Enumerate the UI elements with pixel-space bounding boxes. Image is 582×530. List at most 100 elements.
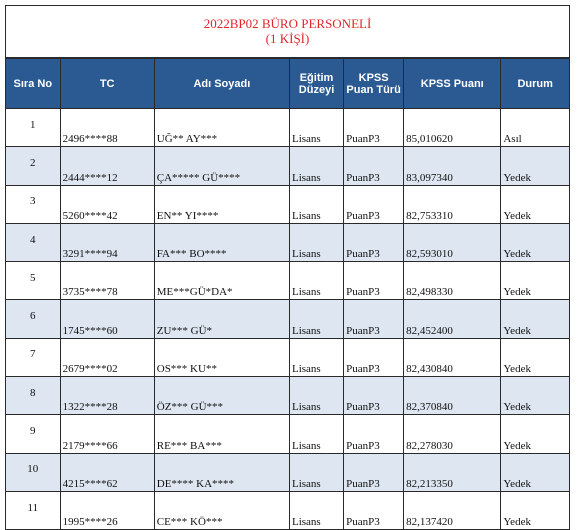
cell-tc: 2679****02 bbox=[59, 337, 155, 378]
cell-sira-no: 8 bbox=[6, 376, 61, 416]
cell-durum: Yedek bbox=[500, 337, 569, 378]
table-row: 1 2496****88 UĞ** AY*** Lisans PuanP3 85,0106… bbox=[6, 107, 569, 148]
header-egitim-duzeyi: Eğitim Düzeyi bbox=[288, 58, 345, 109]
header-sira-no: Sıra No bbox=[6, 58, 61, 109]
cell-kpss-puani: 82,753310 bbox=[403, 184, 502, 224]
table-row: 11 1995****26 CE*** KÖ*** Lisans PuanP3 82,13… bbox=[6, 490, 569, 530]
cell-tc: 1995****26 bbox=[59, 490, 155, 530]
cell-kpss-puani: 82,430840 bbox=[403, 337, 502, 378]
cell-kpss-puan-turu: PuanP3 bbox=[343, 452, 405, 492]
header-row: Sıra No TC Adı Soyadı Eğitim Düzeyi KPSS… bbox=[6, 58, 569, 109]
cell-tc: 4215****62 bbox=[59, 452, 155, 492]
cell-egitim-duzeyi: Lisans bbox=[288, 490, 345, 530]
cell-tc: 1322****28 bbox=[59, 376, 155, 416]
cell-adi-soyadi: DE**** KA**** bbox=[153, 452, 290, 492]
cell-adi-soyadi: ÖZ*** GÜ*** bbox=[153, 376, 290, 416]
title-line-2: (1 KİŞİ) bbox=[265, 31, 310, 46]
cell-durum: Yedek bbox=[500, 261, 569, 301]
cell-durum: Yedek bbox=[500, 146, 569, 186]
cell-sira-no: 10 bbox=[6, 452, 61, 492]
cell-kpss-puan-turu: PuanP3 bbox=[343, 261, 405, 301]
cell-kpss-puan-turu: PuanP3 bbox=[343, 414, 405, 454]
table-row: 9 2179****66 RE*** BA*** Lisans PuanP3 82,278… bbox=[6, 414, 569, 454]
table-row: 4 3291****94 FA*** BO**** Lisans PuanP3 82,59… bbox=[6, 222, 569, 263]
cell-tc: 2496****88 bbox=[59, 107, 155, 148]
document-title: 2022BP02 BÜRO PERSONELİ (1 KİŞİ) bbox=[6, 6, 569, 58]
cell-tc: 3735****78 bbox=[59, 261, 155, 301]
cell-kpss-puani: 82,593010 bbox=[403, 222, 502, 263]
cell-kpss-puani: 82,370840 bbox=[403, 376, 502, 416]
personnel-list-document: 2022BP02 BÜRO PERSONELİ (1 KİŞİ) Sıra No… bbox=[5, 5, 570, 530]
header-kpss-puani: KPSS Puanı bbox=[403, 58, 502, 109]
header-kpss-puan-turu: KPSS Puan Türü bbox=[343, 58, 405, 109]
cell-adi-soyadi: OS*** KU** bbox=[153, 337, 290, 378]
table-row: 6 1745****60 ZU*** GÜ* Lisans PuanP3 82,45240… bbox=[6, 299, 569, 339]
cell-sira-no: 6 bbox=[6, 299, 61, 339]
cell-egitim-duzeyi: Lisans bbox=[288, 184, 345, 224]
table-row: 3 5260****42 EN** YI**** Lisans PuanP3 82,753… bbox=[6, 184, 569, 224]
cell-kpss-puan-turu: PuanP3 bbox=[343, 299, 405, 339]
cell-sira-no: 3 bbox=[6, 184, 61, 224]
header-durum: Durum bbox=[500, 58, 569, 109]
cell-adi-soyadi: ZU*** GÜ* bbox=[153, 299, 290, 339]
cell-kpss-puani: 83,097340 bbox=[403, 146, 502, 186]
cell-durum: Yedek bbox=[500, 222, 569, 263]
cell-egitim-duzeyi: Lisans bbox=[288, 452, 345, 492]
cell-adi-soyadi: CE*** KÖ*** bbox=[153, 490, 290, 530]
cell-durum: Yedek bbox=[500, 452, 569, 492]
cell-kpss-puan-turu: PuanP3 bbox=[343, 337, 405, 378]
cell-egitim-duzeyi: Lisans bbox=[288, 222, 345, 263]
cell-tc: 3291****94 bbox=[59, 222, 155, 263]
cell-durum: Yedek bbox=[500, 299, 569, 339]
cell-adi-soyadi: ME***GÜ*DA* bbox=[153, 261, 290, 301]
cell-kpss-puani: 82,452400 bbox=[403, 299, 502, 339]
cell-sira-no: 2 bbox=[6, 146, 61, 186]
cell-kpss-puani: 85,010620 bbox=[403, 107, 502, 148]
cell-sira-no: 4 bbox=[6, 222, 61, 263]
table-row: 5 3735****78 ME***GÜ*DA* Lisans PuanP3 82,498… bbox=[6, 261, 569, 301]
cell-adi-soyadi: FA*** BO**** bbox=[153, 222, 290, 263]
cell-tc: 2179****66 bbox=[59, 414, 155, 454]
cell-egitim-duzeyi: Lisans bbox=[288, 414, 345, 454]
cell-egitim-duzeyi: Lisans bbox=[288, 376, 345, 416]
cell-kpss-puan-turu: PuanP3 bbox=[343, 490, 405, 530]
cell-durum: Yedek bbox=[500, 376, 569, 416]
cell-egitim-duzeyi: Lisans bbox=[288, 261, 345, 301]
cell-kpss-puani: 82,213350 bbox=[403, 452, 502, 492]
cell-adi-soyadi: UĞ** AY*** bbox=[153, 107, 290, 148]
cell-kpss-puan-turu: PuanP3 bbox=[343, 146, 405, 186]
cell-egitim-duzeyi: Lisans bbox=[288, 107, 345, 148]
cell-kpss-puan-turu: PuanP3 bbox=[343, 222, 405, 263]
cell-sira-no: 11 bbox=[6, 490, 61, 530]
cell-durum: Yedek bbox=[500, 184, 569, 224]
cell-sira-no: 5 bbox=[6, 261, 61, 301]
header-tc: TC bbox=[59, 58, 155, 109]
cell-kpss-puani: 82,498330 bbox=[403, 261, 502, 301]
cell-egitim-duzeyi: Lisans bbox=[288, 146, 345, 186]
cell-durum: Yedek bbox=[500, 490, 569, 530]
table-row: 8 1322****28 ÖZ*** GÜ*** Lisans PuanP3 82,370… bbox=[6, 376, 569, 416]
results-table: Sıra No TC Adı Soyadı Eğitim Düzeyi KPSS… bbox=[6, 58, 569, 530]
cell-adi-soyadi: RE*** BA*** bbox=[153, 414, 290, 454]
cell-egitim-duzeyi: Lisans bbox=[288, 337, 345, 378]
cell-tc: 5260****42 bbox=[59, 184, 155, 224]
cell-sira-no: 7 bbox=[6, 337, 61, 378]
table-row: 2 2444****12 ÇA***** GÜ**** Lisans PuanP3 83,… bbox=[6, 146, 569, 186]
header-adi-soyadi: Adı Soyadı bbox=[153, 58, 290, 109]
cell-kpss-puani: 82,278030 bbox=[403, 414, 502, 454]
cell-egitim-duzeyi: Lisans bbox=[288, 299, 345, 339]
cell-tc: 1745****60 bbox=[59, 299, 155, 339]
cell-adi-soyadi: ÇA***** GÜ**** bbox=[153, 146, 290, 186]
table-row: 10 4215****62 DE**** KA**** Lisans PuanP3 82,… bbox=[6, 452, 569, 492]
title-line-1: 2022BP02 BÜRO PERSONELİ bbox=[203, 16, 372, 31]
cell-kpss-puani: 82,137420 bbox=[403, 490, 502, 530]
cell-durum: Asıl bbox=[500, 107, 569, 148]
cell-durum: Yedek bbox=[500, 414, 569, 454]
cell-tc: 2444****12 bbox=[59, 146, 155, 186]
cell-sira-no: 1 bbox=[6, 107, 61, 148]
cell-kpss-puan-turu: PuanP3 bbox=[343, 184, 405, 224]
cell-kpss-puan-turu: PuanP3 bbox=[343, 376, 405, 416]
cell-adi-soyadi: EN** YI**** bbox=[153, 184, 290, 224]
cell-sira-no: 9 bbox=[6, 414, 61, 454]
table-row: 7 2679****02 OS*** KU** Lisans PuanP3 82,4308… bbox=[6, 337, 569, 378]
